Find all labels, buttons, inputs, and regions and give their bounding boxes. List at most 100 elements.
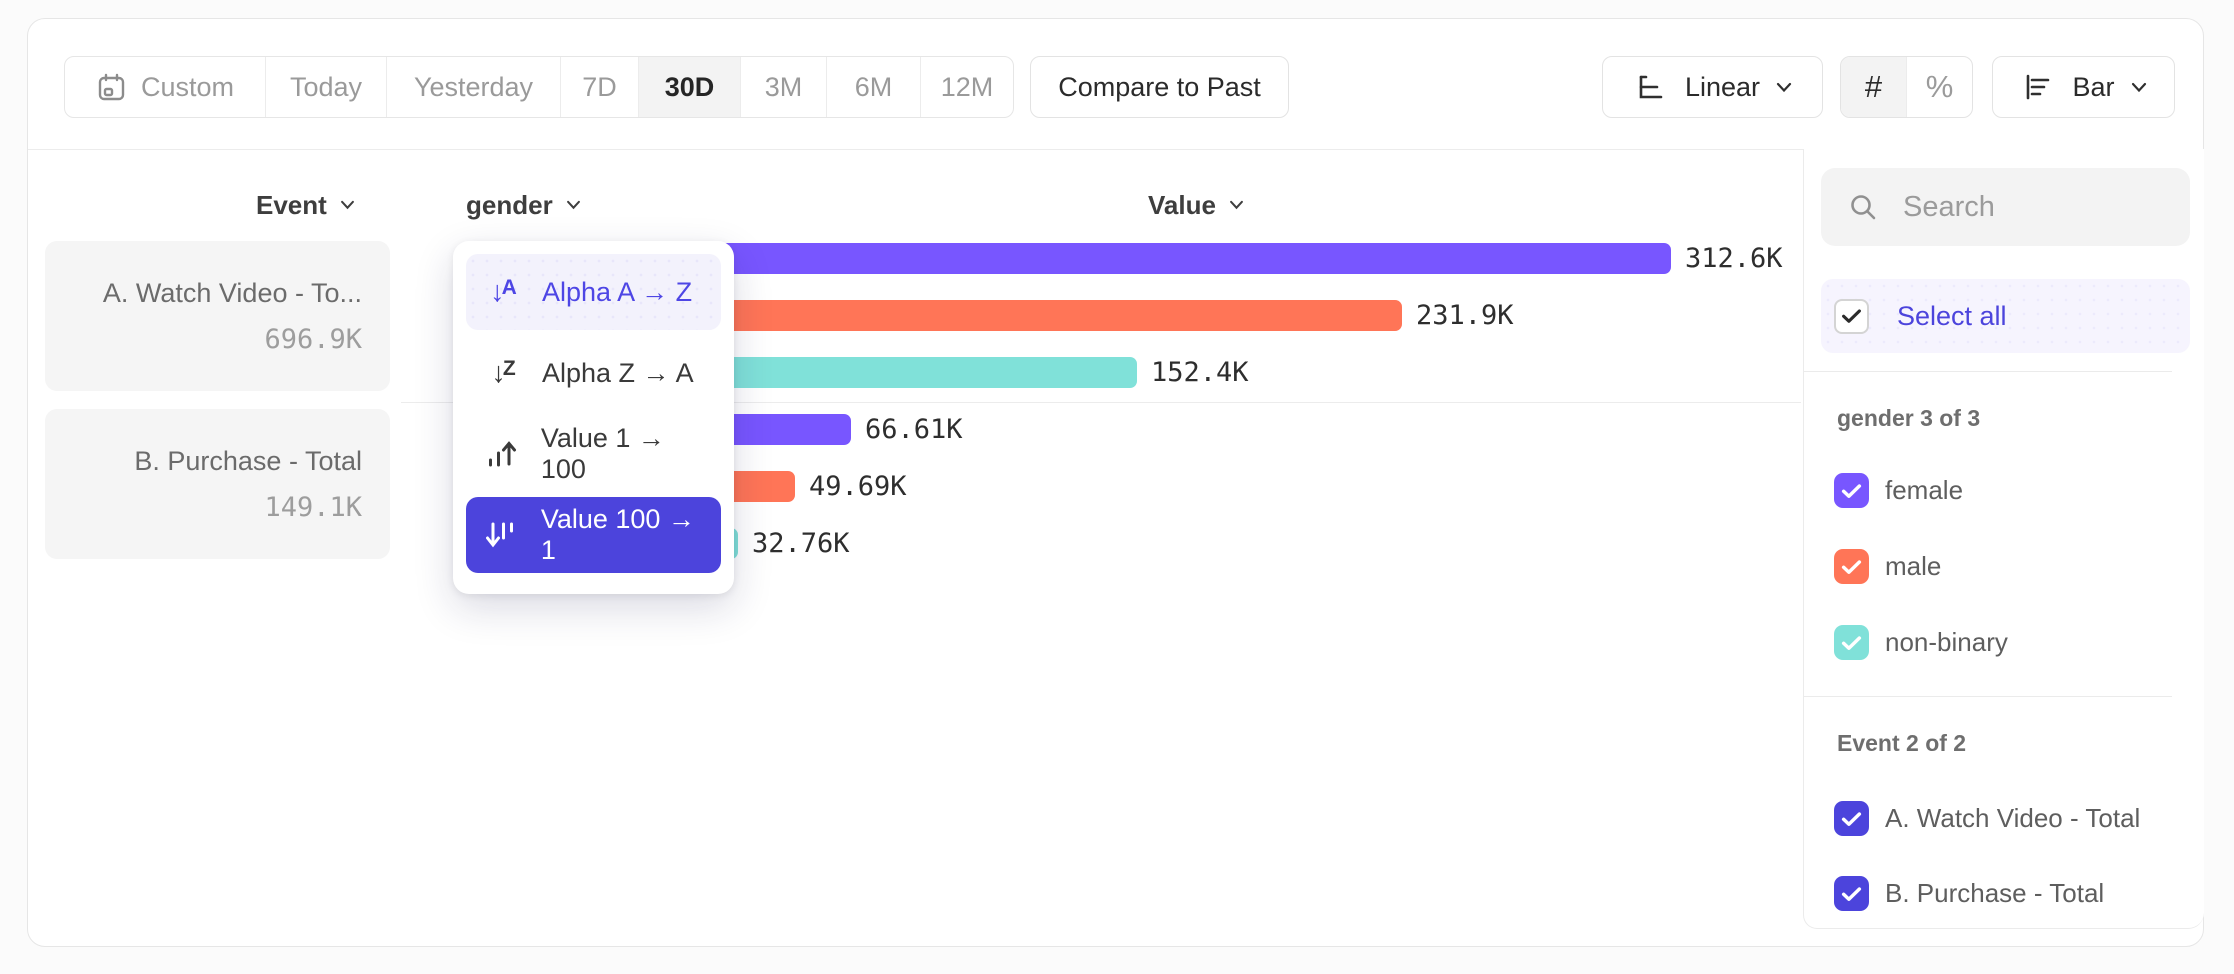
legend-section-divider xyxy=(1804,696,2172,697)
date-range-group: Custom Today Yesterday 7D 30D 3M 6M 12M xyxy=(64,56,1014,118)
calendar-icon xyxy=(96,72,127,103)
chevron-down-icon xyxy=(566,200,580,210)
sort-option-value-100-1[interactable]: Value 100 → 1 xyxy=(466,497,721,573)
sort-alpha-desc-icon: ↓Z xyxy=(491,356,515,389)
date-preset-3m[interactable]: 3M xyxy=(741,57,827,117)
legend-item-label: female xyxy=(1885,475,1964,505)
bar-value-label: 66.61K xyxy=(865,414,963,445)
value-column-header[interactable]: Value xyxy=(1148,187,1244,223)
event-column-label: Event xyxy=(256,189,327,220)
chevron-down-icon xyxy=(2131,82,2146,92)
bar-a-watch-video-total-male[interactable] xyxy=(629,300,1402,331)
absolute-number-toggle[interactable]: # xyxy=(1841,57,1906,117)
sort-option-alpha-z-a[interactable]: ↓Z Alpha Z → A xyxy=(466,335,721,411)
date-preset-label: 3M xyxy=(764,71,803,102)
legend-item-b-purchase-total[interactable]: B. Purchase - Total xyxy=(1834,876,2104,911)
date-preset-label: Yesterday xyxy=(413,71,534,102)
date-preset-label: 7D xyxy=(582,71,617,102)
scale-selector-button[interactable]: Linear xyxy=(1602,56,1823,118)
sort-dropdown-menu: ↓A Alpha A → Z ↓Z Alpha Z → A Value 1 → 100 V… xyxy=(453,241,734,594)
event-card-title: A. Watch Video - To... xyxy=(102,277,362,308)
legend-checkbox-a-watch-video-total[interactable] xyxy=(1834,801,1869,836)
sort-value-desc-icon xyxy=(480,519,525,551)
search-icon xyxy=(1851,195,1876,220)
event-card-a-watch-video-total[interactable]: A. Watch Video - To... 696.9K xyxy=(45,241,390,391)
scale-selector-label: Linear xyxy=(1684,71,1761,102)
sort-option-label: Value 1 → 100 xyxy=(540,423,665,484)
sort-option-value-1-100[interactable]: Value 1 → 100 xyxy=(466,416,721,492)
sort-option-label: Alpha Z → A xyxy=(542,357,694,388)
sort-option-label: Value 100 → 1 xyxy=(540,504,695,565)
bar-a-watch-video-total-female[interactable] xyxy=(629,243,1671,274)
select-all-checkbox[interactable] xyxy=(1834,298,1869,334)
date-preset-label: Today xyxy=(289,71,363,102)
select-all-row[interactable]: Select all xyxy=(1821,279,2190,353)
date-preset-6m[interactable]: 6M xyxy=(827,57,921,117)
value-format-toggle: # % xyxy=(1840,56,1973,118)
event-card-title: B. Purchase - Total xyxy=(134,445,362,476)
bar-value-label: 312.6K xyxy=(1685,243,1783,274)
select-all-label: Select all xyxy=(1897,300,2007,331)
bar-chart-icon xyxy=(2020,70,2056,104)
value-column-label: Value xyxy=(1148,189,1216,220)
event-group-divider xyxy=(401,402,1801,403)
legend-section-divider xyxy=(1804,371,2172,372)
date-preset-30d[interactable]: 30D xyxy=(639,57,741,117)
legend-sidebar: Select all gender 3 of 3 female male non-bi… xyxy=(1803,149,2204,929)
date-preset-label: 12M xyxy=(940,71,994,102)
linear-scale-icon xyxy=(1633,70,1669,104)
sort-value-asc-icon xyxy=(480,438,525,470)
legend-checkbox-male[interactable] xyxy=(1834,549,1869,584)
chevron-down-icon xyxy=(1776,82,1792,92)
bar-value-label: 32.76K xyxy=(752,528,850,559)
date-preset-custom[interactable]: Custom xyxy=(65,57,266,117)
sort-option-alpha-a-z[interactable]: ↓A Alpha A → Z xyxy=(466,254,721,330)
chart-type-selector-label: Bar xyxy=(2072,71,2115,102)
event-card-total: 149.1K xyxy=(264,491,362,523)
breakdown-column-header[interactable]: gender xyxy=(466,187,581,223)
legend-item-male[interactable]: male xyxy=(1834,549,1941,584)
sort-alpha-asc-icon: ↓A xyxy=(490,275,517,308)
event-column-header[interactable]: Event xyxy=(256,187,355,223)
event-card-b-purchase-total[interactable]: B. Purchase - Total 149.1K xyxy=(45,409,390,559)
date-preset-label: Custom xyxy=(140,71,235,102)
bar-value-label: 231.9K xyxy=(1416,300,1514,331)
date-preset-7d[interactable]: 7D xyxy=(561,57,639,117)
chevron-down-icon xyxy=(1229,200,1243,210)
toolbar-divider xyxy=(28,149,2203,150)
chart-type-selector-button[interactable]: Bar xyxy=(1992,56,2175,118)
bar-value-label: 152.4K xyxy=(1151,357,1249,388)
legend-item-label: A. Watch Video - Total xyxy=(1885,803,2141,833)
date-preset-label: 30D xyxy=(664,71,715,102)
legend-item-non-binary[interactable]: non-binary xyxy=(1834,625,2008,660)
date-preset-12m[interactable]: 12M xyxy=(921,57,1013,117)
date-preset-today[interactable]: Today xyxy=(266,57,387,117)
legend-item-label: B. Purchase - Total xyxy=(1885,878,2105,908)
chevron-down-icon xyxy=(340,200,354,210)
percent-icon: % xyxy=(1925,69,1954,104)
breakdown-column-label: gender xyxy=(466,189,553,220)
legend-item-label: non-binary xyxy=(1885,627,2008,657)
compare-to-past-label: Compare to Past xyxy=(1058,71,1261,102)
bar-value-label: 49.69K xyxy=(809,471,907,502)
legend-checkbox-b-purchase-total[interactable] xyxy=(1834,876,1869,911)
legend-checkbox-female[interactable] xyxy=(1834,473,1869,508)
event-card-total: 696.9K xyxy=(264,323,362,355)
compare-to-past-button[interactable]: Compare to Past xyxy=(1030,56,1289,118)
report-card: Custom Today Yesterday 7D 30D 3M 6M 12M Compare… xyxy=(27,18,2204,947)
legend-item-label: male xyxy=(1885,551,1942,581)
date-preset-label: 6M xyxy=(854,71,893,102)
hash-icon: # xyxy=(1864,69,1883,104)
legend-item-a-watch-video-total[interactable]: A. Watch Video - Total xyxy=(1834,801,2140,836)
legend-section-title-gender-3-of-3: gender 3 of 3 xyxy=(1837,405,1981,431)
check-icon xyxy=(1842,309,1861,323)
legend-section-title-event-2-of-2: Event 2 of 2 xyxy=(1837,730,1967,756)
percent-toggle[interactable]: % xyxy=(1906,57,1972,117)
legend-search-input[interactable] xyxy=(1901,189,2135,225)
date-preset-yesterday[interactable]: Yesterday xyxy=(387,57,561,117)
legend-item-female[interactable]: female xyxy=(1834,473,1963,508)
legend-search-box xyxy=(1821,168,2190,246)
sort-option-label: Alpha A → Z xyxy=(542,276,693,307)
legend-checkbox-non-binary[interactable] xyxy=(1834,625,1869,660)
